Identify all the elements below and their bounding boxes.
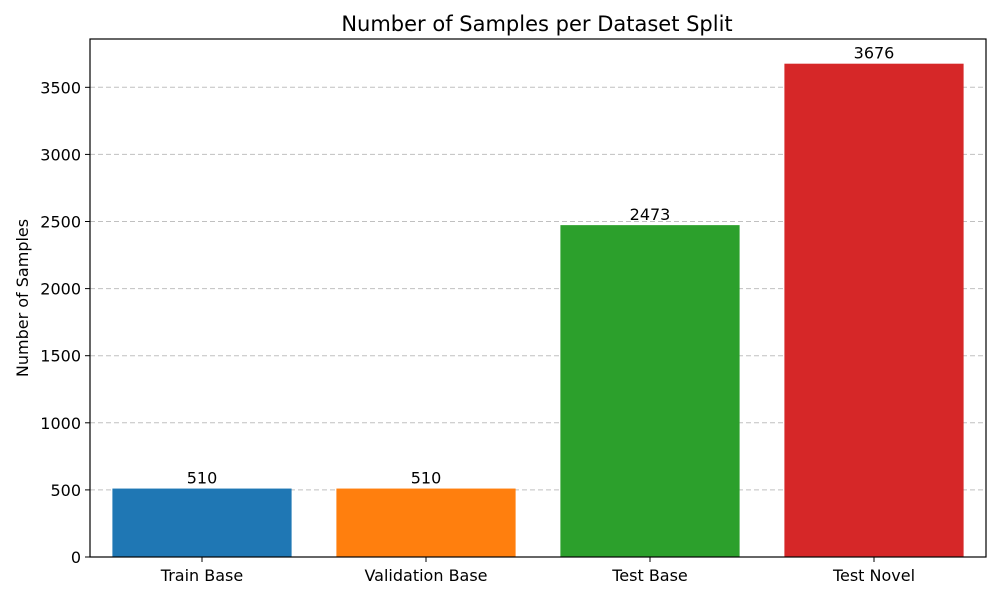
y-tick-label: 2500: [40, 213, 81, 232]
chart-title: Number of Samples per Dataset Split: [341, 12, 732, 36]
x-tick-label: Test Base: [611, 566, 688, 585]
y-tick-label: 3000: [40, 145, 81, 164]
y-tick-label: 0: [71, 548, 81, 567]
bar-value-label: 3676: [854, 44, 895, 63]
data-labels: 510 510 2473 3676: [187, 44, 895, 488]
bar-value-label: 510: [187, 469, 218, 488]
y-tick-label: 1500: [40, 347, 81, 366]
plot-area-frame: [89, 38, 987, 558]
y-tick-label: 1000: [40, 414, 81, 433]
x-tick-label: Train Base: [160, 566, 243, 585]
bar-test-base: [560, 225, 740, 557]
bar-validation-base: [336, 488, 516, 557]
y-tick-label: 3500: [40, 78, 81, 97]
bar-test-novel: [784, 63, 964, 557]
bar-value-label: 2473: [630, 205, 671, 224]
y-axis-label: Number of Samples: [13, 219, 32, 377]
x-tick-label: Validation Base: [364, 566, 487, 585]
bars: [112, 63, 964, 557]
bar-train-base: [112, 488, 292, 557]
axis-ticks: 0 500 1000 1500 2000 2500 3000 3500 Train Base Va…: [40, 78, 915, 585]
x-tick-label: Test Novel: [832, 566, 915, 585]
y-tick-label: 500: [50, 481, 81, 500]
bar-value-label: 510: [411, 469, 442, 488]
y-tick-label: 2000: [40, 280, 81, 299]
